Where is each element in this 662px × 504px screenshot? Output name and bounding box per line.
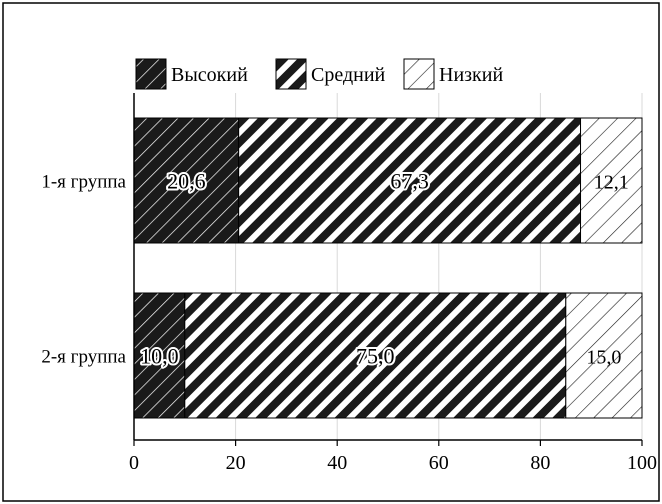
axes-layer: 1-я группа 2-я группа 0 20 40 60 80 100 [41, 93, 657, 474]
x-tick-label-60: 60 [429, 452, 449, 474]
value-label-1-2: 67,3 [390, 169, 429, 194]
bar-2-series-3 [565, 292, 643, 419]
value-label-2-2: 75,0 [356, 344, 395, 369]
x-tick-label-100: 100 [627, 452, 657, 474]
bars-layer [133, 117, 643, 419]
bar-1-series-3 [580, 117, 643, 244]
legend-label-1: Высокий [171, 64, 248, 86]
legend-swatch-2 [275, 58, 307, 90]
value-label-1-1: 20,6 [167, 169, 206, 194]
x-tick-label-80: 80 [530, 452, 550, 474]
value-label-2-3: 15,0 [586, 347, 621, 369]
value-label-2-1: 10,0 [140, 344, 179, 369]
x-tick-label-20: 20 [226, 452, 246, 474]
bar-2-series-2 [184, 292, 567, 419]
value-labels-layer: 20,6 67,3 12,1 10,0 75,0 15,0 [138, 167, 629, 371]
bar-2-series-1 [133, 292, 186, 419]
bar-1-series-2 [238, 117, 582, 244]
category-label-1: 1-я группа [41, 172, 126, 193]
legend-label-2: Средний [311, 64, 386, 86]
x-tick-label-0: 0 [129, 452, 139, 474]
legend-swatch-1 [135, 58, 167, 90]
x-tick-label-40: 40 [327, 452, 347, 474]
value-label-1-3: 12,1 [594, 172, 629, 194]
category-label-2: 2-я группа [41, 347, 126, 368]
legend-label-3: Низкий [439, 64, 503, 86]
legend-swatch-3 [403, 58, 435, 90]
legend: Высокий Средний Низкий [135, 58, 503, 90]
